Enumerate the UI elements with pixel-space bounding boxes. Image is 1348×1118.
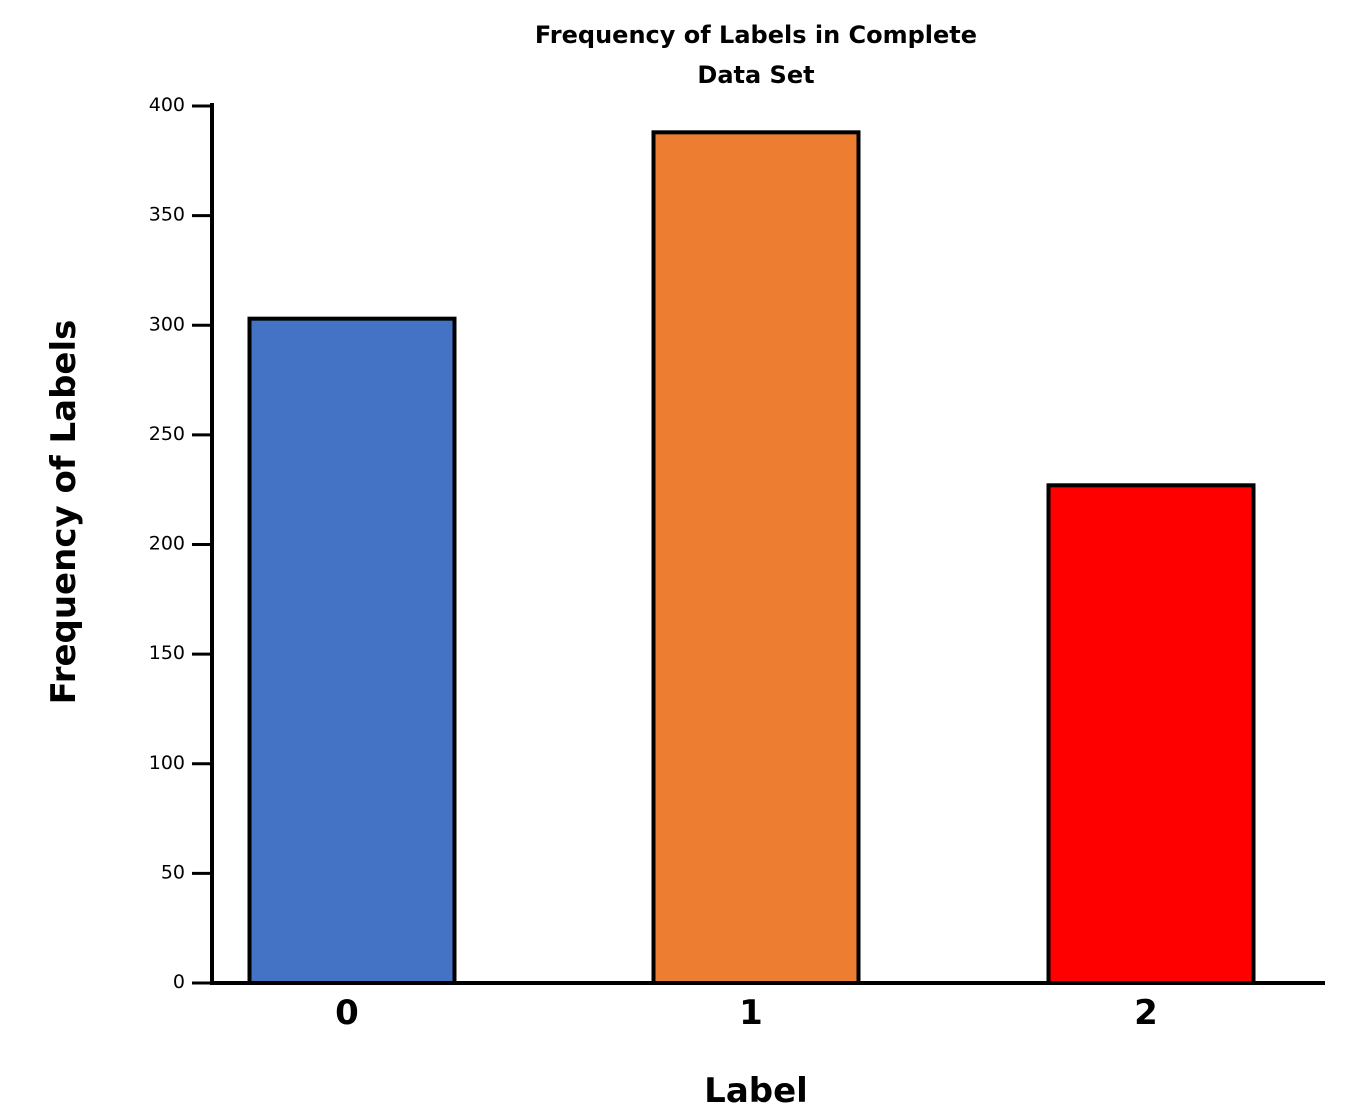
y-tick-label-150: 150 (149, 642, 185, 664)
y-tick-label-250: 250 (149, 423, 185, 445)
x-tick-label-0: 0 (335, 993, 359, 1033)
chart-title-line-2: Data Set (697, 61, 814, 89)
chart-title-line-1: Frequency of Labels in Complete (535, 21, 977, 49)
y-tick-label-300: 300 (149, 313, 185, 335)
bar-label-0 (250, 319, 455, 983)
y-tick-label-200: 200 (149, 533, 185, 555)
x-ticks-group: 0 1 2 (335, 993, 1158, 1033)
y-tick-label-0: 0 (173, 971, 185, 993)
x-tick-label-2: 2 (1134, 993, 1158, 1033)
y-tick-label-400: 400 (149, 94, 185, 116)
y-tick-label-50: 50 (161, 861, 185, 883)
y-axis-label: Frequency of Labels (44, 320, 84, 705)
y-tick-label-100: 100 (149, 752, 185, 774)
x-tick-label-1: 1 (739, 993, 763, 1033)
bars-group (250, 132, 1254, 983)
y-tick-label-350: 350 (149, 204, 185, 226)
y-ticks-group: 0 50 100 150 200 250 300 350 400 (149, 94, 212, 993)
x-axis-label: Label (704, 1071, 808, 1111)
bar-label-1 (654, 132, 859, 983)
bar-label-2 (1049, 485, 1254, 983)
